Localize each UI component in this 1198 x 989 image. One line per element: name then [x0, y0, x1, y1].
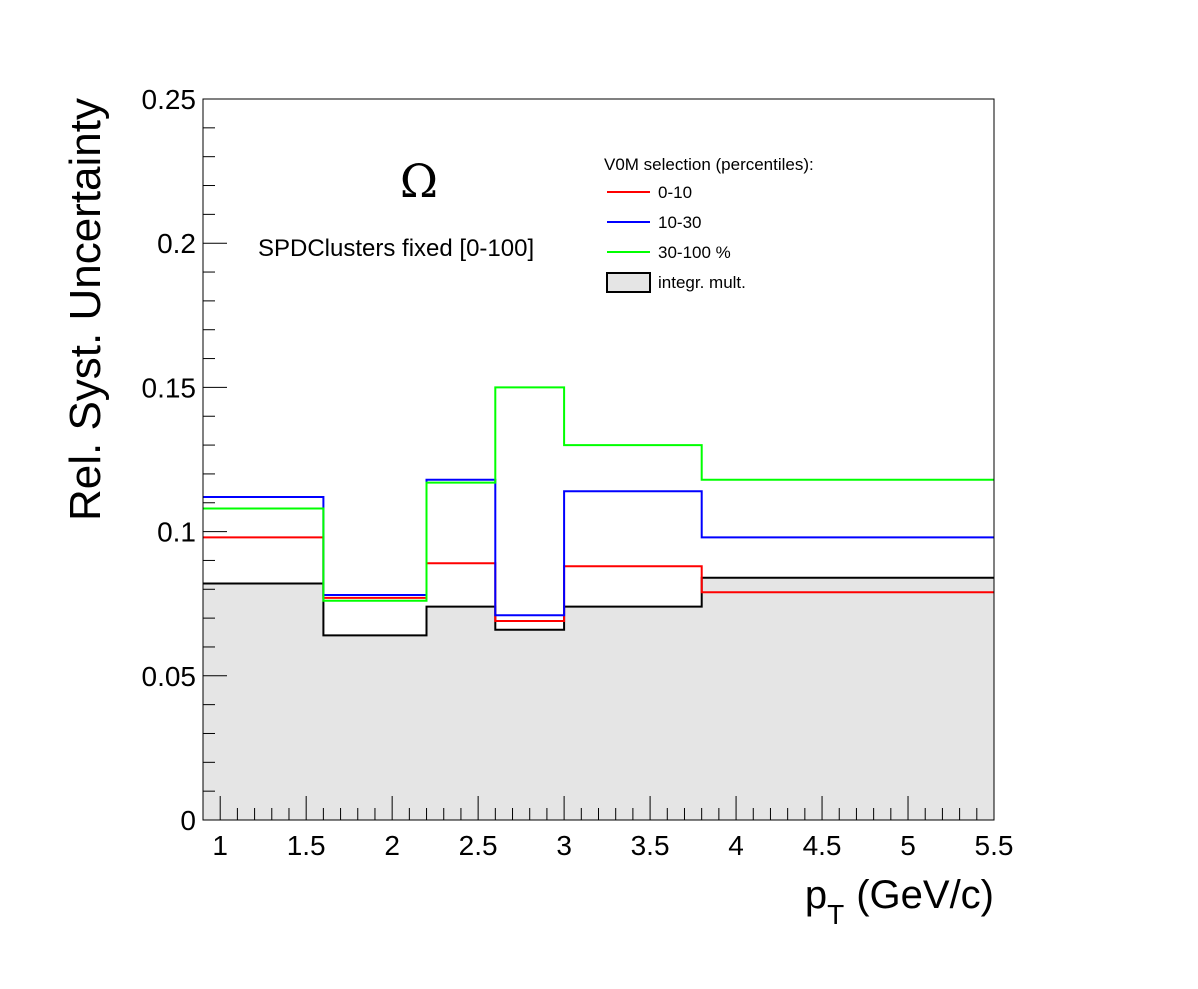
y-tick-label: 0.05 — [142, 661, 197, 692]
y-axis-title: Rel. Syst. Uncertainty — [61, 98, 110, 521]
y-tick-label: 0.2 — [157, 228, 196, 259]
x-axis-title: pT (GeV/c) — [805, 873, 994, 930]
x-tick-label: 3 — [556, 830, 572, 861]
integrated-fill-layer — [203, 577, 994, 820]
x-tick-label: 4.5 — [803, 830, 842, 861]
series-line-30-100 — [203, 386, 994, 602]
integrated-fill — [203, 577, 994, 820]
legend-label: 30-100 % — [658, 243, 731, 262]
x-axis-title-unit: (GeV/c) — [856, 873, 994, 917]
series-layer — [203, 386, 994, 637]
particle-label: Ω — [400, 154, 438, 208]
x-tick-label: 5.5 — [975, 830, 1014, 861]
x-tick-label: 5 — [900, 830, 916, 861]
legend-label: 0-10 — [658, 183, 692, 202]
legend-swatch-integrated — [606, 272, 651, 293]
x-tick-label: 1.5 — [287, 830, 326, 861]
y-tick-label: 0.25 — [142, 84, 197, 115]
legend: V0M selection (percentiles): 0-10 10-30 30… — [604, 155, 814, 293]
x-tick-label: 1 — [212, 830, 228, 861]
legend-label: 10-30 — [658, 213, 701, 232]
legend-label: integr. mult. — [658, 273, 746, 292]
x-tick-label: 2.5 — [459, 830, 498, 861]
x-tick-label: 3.5 — [631, 830, 670, 861]
y-tick-label: 0.1 — [157, 517, 196, 548]
y-tick-label: 0.15 — [142, 372, 197, 403]
x-axis-title-main: p — [805, 873, 827, 917]
selection-annotation: SPDClusters fixed [0-100] — [258, 235, 534, 262]
legend-header: V0M selection (percentiles): — [604, 155, 814, 174]
x-tick-label: 4 — [728, 830, 744, 861]
x-axis-ticks: 1 1.5 2 2.5 3 3.5 4 4.5 5 5.5 — [202, 796, 1014, 861]
x-tick-label: 2 — [384, 830, 400, 861]
y-axis-ticks: 0 0.05 0.1 0.15 0.2 0.25 — [142, 84, 227, 836]
y-tick-label: 0 — [180, 805, 196, 836]
x-axis-title-subscript: T — [827, 899, 844, 930]
